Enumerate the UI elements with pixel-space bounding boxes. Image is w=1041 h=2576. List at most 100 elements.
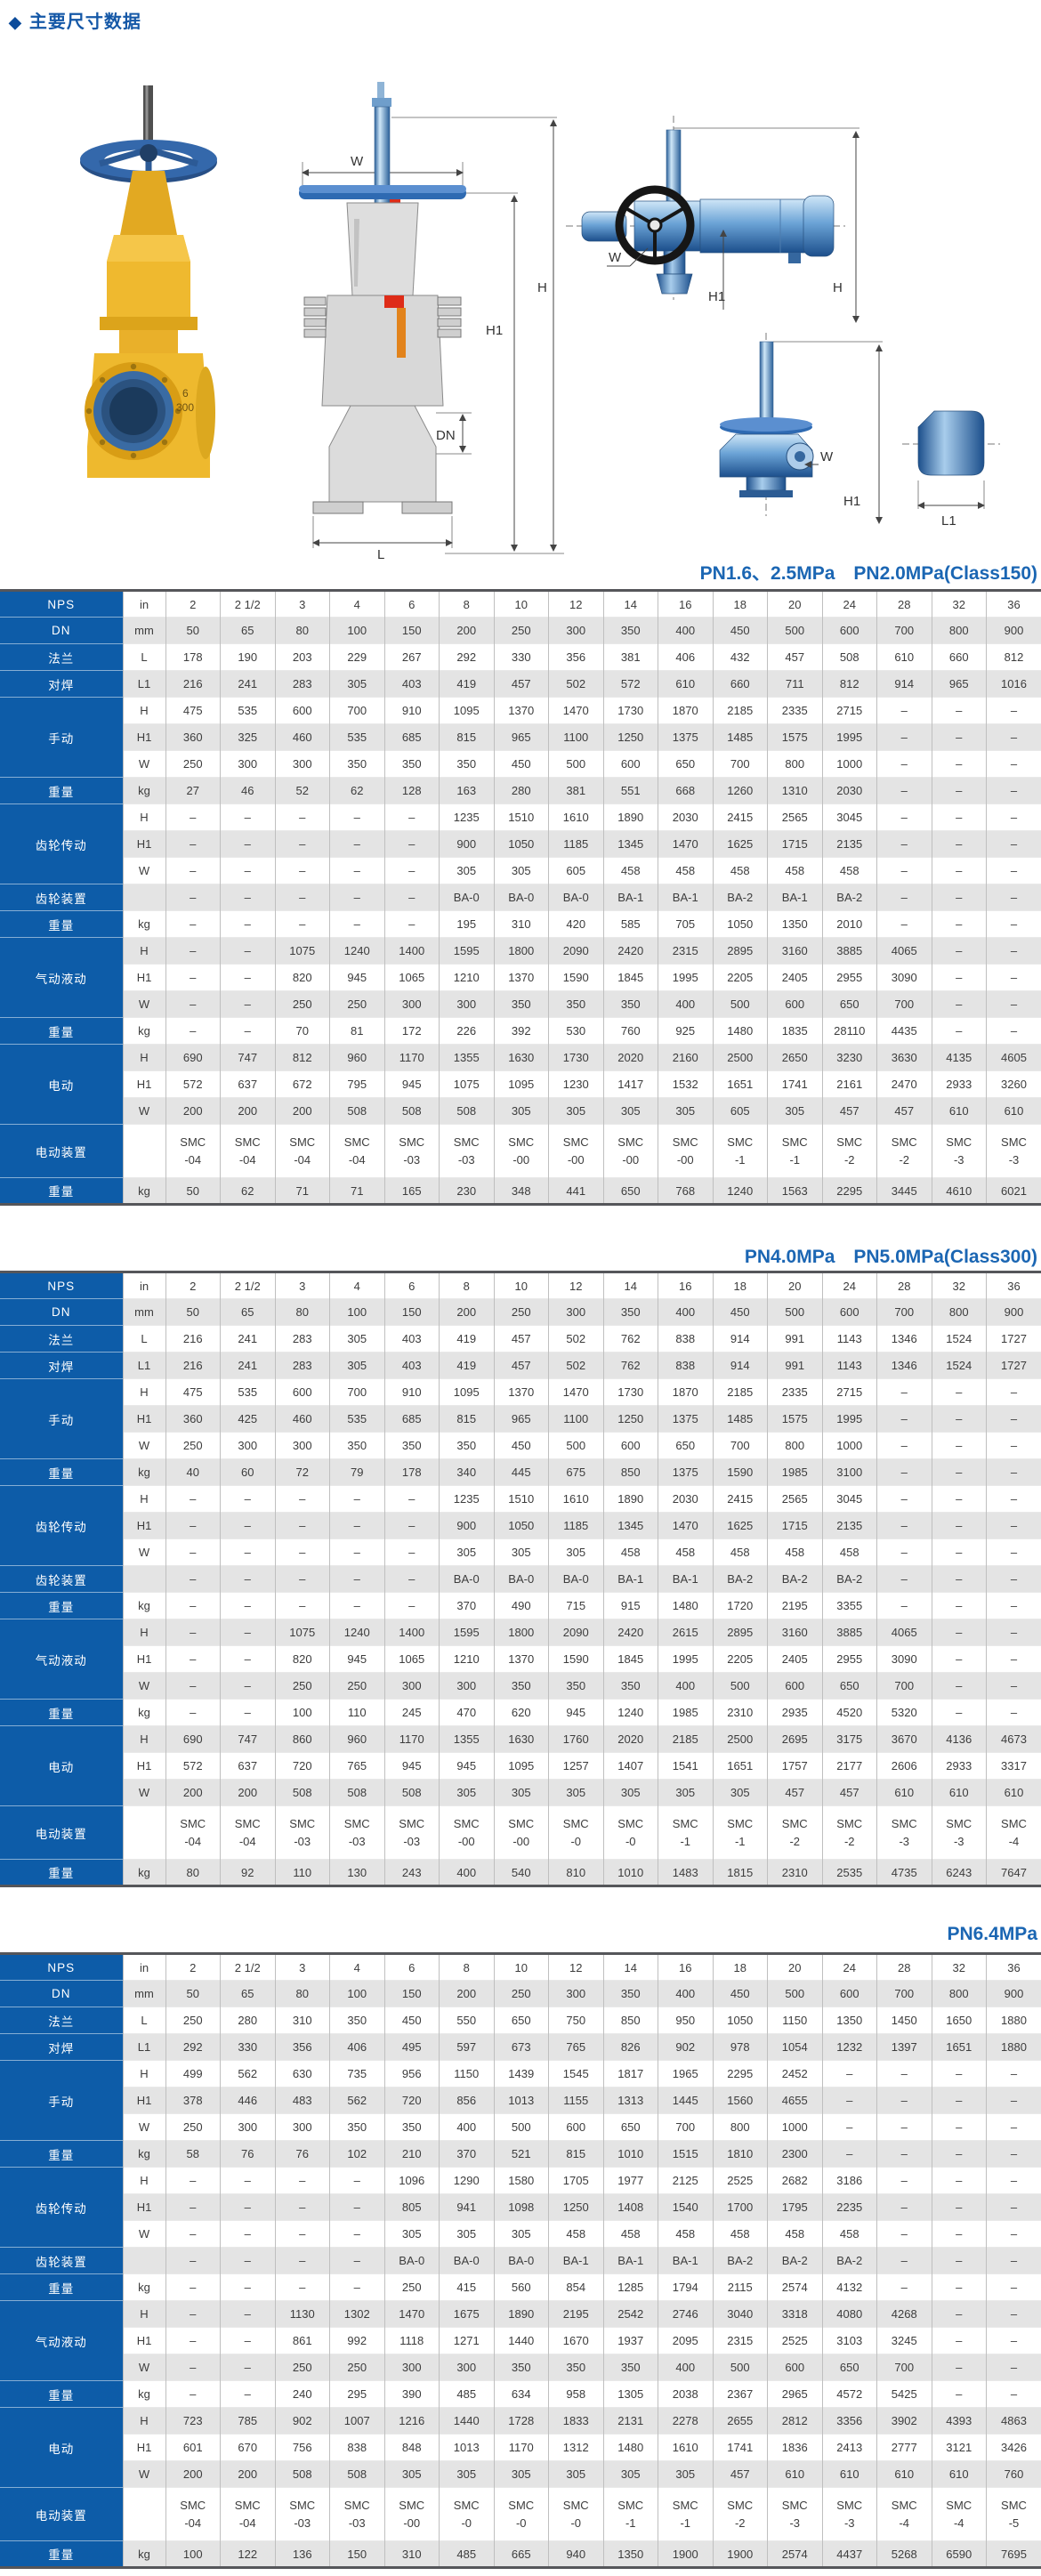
data-cell: 4393 xyxy=(931,2407,987,2435)
data-cell: 1817 xyxy=(602,2060,658,2087)
data-cell: 978 xyxy=(712,2033,768,2061)
data-cell: 1610 xyxy=(658,2434,713,2461)
data-cell: – xyxy=(274,2220,330,2248)
data-cell: 370 xyxy=(439,1592,494,1619)
data-cell: 637 xyxy=(220,1752,275,1780)
data-cell: 4065 xyxy=(876,1619,932,1646)
data-cell: 150 xyxy=(383,617,440,644)
data-cell: 28110 xyxy=(821,1017,877,1045)
data-cell: – xyxy=(986,803,1041,831)
data-cell: 4863 xyxy=(986,2407,1041,2435)
data-cell: 390 xyxy=(383,2380,440,2408)
data-cell: 360 xyxy=(165,1405,221,1433)
data-cell: – xyxy=(931,1512,987,1539)
data-cell: – xyxy=(821,2113,877,2141)
row-label: 法兰 xyxy=(0,2007,123,2034)
data-cell: 1439 xyxy=(493,2060,549,2087)
data-cell: 485 xyxy=(439,2380,494,2408)
data-cell: 900 xyxy=(986,617,1041,644)
data-cell: 1977 xyxy=(602,2167,658,2194)
data-cell: 1375 xyxy=(658,1458,713,1486)
data-cell: 1016 xyxy=(986,670,1041,698)
data-cell: – xyxy=(876,2220,932,2248)
data-cell: 305 xyxy=(602,2460,658,2488)
data-cell: 1810 xyxy=(712,2140,768,2168)
data-cell: 458 xyxy=(767,1538,822,1566)
data-cell: 200 xyxy=(165,1097,221,1125)
data-cell: 495 xyxy=(383,2033,440,2061)
diamond-icon: ◆ xyxy=(9,13,22,31)
data-cell: – xyxy=(165,964,221,991)
dim-label-dn: DN xyxy=(436,428,456,443)
data-cell: – xyxy=(383,884,440,911)
row-label: 手动 xyxy=(0,2060,123,2141)
dimension-table-pn16-25: NPS in 2 2 1/2 3 4 6 8 10 12 14 16 18 20 24 28 32 36 DN mm 5… xyxy=(0,589,1041,1206)
data-cell: 305 xyxy=(767,1097,822,1125)
data-cell: 450 xyxy=(712,1980,768,2007)
data-cell: 4065 xyxy=(876,937,932,965)
data-cell: – xyxy=(383,1512,440,1539)
data-cell: 1216 xyxy=(383,2407,440,2435)
data-cell: 1050 xyxy=(712,910,768,938)
data-cell: 3160 xyxy=(767,1619,822,1646)
data-cell: 925 xyxy=(658,1017,713,1045)
data-cell: 1100 xyxy=(548,1405,603,1433)
data-cell: 1900 xyxy=(712,2540,768,2568)
data-cell: 32 xyxy=(931,1272,987,1299)
data-cell: 300 xyxy=(274,2113,330,2141)
data-cell: 1271 xyxy=(439,2327,494,2354)
data-cell: 400 xyxy=(439,2113,494,2141)
data-cell: 601 xyxy=(165,2434,221,2461)
data-cell: 419 xyxy=(439,1325,494,1353)
page-title: ◆ 主要尺寸数据 xyxy=(9,7,141,33)
data-cell: 330 xyxy=(220,2033,275,2061)
data-cell: – xyxy=(876,1432,932,1459)
data-cell: 250 xyxy=(165,2113,221,2141)
data-cell: 2030 xyxy=(658,1485,713,1513)
data-cell: 815 xyxy=(439,1405,494,1433)
table-row: 齿轮传动 H – – – –1096 1290 1580 1705 1977 2125 2525 268… xyxy=(0,2167,1041,2248)
data-cell: 2615 xyxy=(658,1619,713,1646)
data-cell: – xyxy=(986,2300,1041,2328)
row-unit xyxy=(122,1805,165,1860)
data-cell: – xyxy=(329,857,384,884)
data-cell: 1835 xyxy=(767,1017,822,1045)
data-cell: SMC -2 xyxy=(767,1805,822,1860)
data-cell: 2655 xyxy=(712,2407,768,2435)
data-cell: 2310 xyxy=(767,1859,822,1886)
data-cell: SMC -3 xyxy=(821,2487,877,2541)
data-cell: 700 xyxy=(876,2354,932,2381)
data-cell: 600 xyxy=(821,1298,877,1326)
data-cell: 650 xyxy=(658,1432,713,1459)
row-unit: W xyxy=(122,1097,165,1125)
data-cell: 1290 xyxy=(439,2167,494,2194)
data-cell: 81 xyxy=(329,1017,384,1045)
data-cell: 10 xyxy=(493,1953,549,1981)
data-cell: – xyxy=(986,1699,1041,1726)
row-unit: H1 xyxy=(122,1512,165,1539)
data-cell: 79 xyxy=(329,1458,384,1486)
data-cell: 500 xyxy=(548,750,603,778)
data-cell: 100 xyxy=(274,1699,330,1726)
row-unit xyxy=(122,2487,165,2541)
data-cell: 230 xyxy=(439,1177,494,1205)
data-cell: 172 xyxy=(383,1017,440,1045)
data-cell: – xyxy=(220,2220,275,2248)
data-cell: 1741 xyxy=(712,2434,768,2461)
data-cell: – xyxy=(931,2327,987,2354)
table-row: W – –250 250 300 300 350 350 350 400 500 600 650 700–… xyxy=(0,990,1041,1018)
data-cell: 52 xyxy=(274,777,330,804)
data-cell: 18 xyxy=(712,1953,768,1981)
data-cell: – xyxy=(821,2087,877,2114)
row-label: 重量 xyxy=(0,2140,123,2168)
data-cell: – xyxy=(876,1592,932,1619)
data-cell: 2278 xyxy=(658,2407,713,2435)
row-unit: kg xyxy=(122,2140,165,2168)
data-cell: 1800 xyxy=(493,937,549,965)
data-cell: – xyxy=(876,777,932,804)
data-cell: – xyxy=(986,2327,1041,2354)
data-cell: 902 xyxy=(274,2407,330,2435)
data-cell: 2195 xyxy=(548,2300,603,2328)
data-cell: 848 xyxy=(383,2434,440,2461)
data-cell: 1675 xyxy=(439,2300,494,2328)
